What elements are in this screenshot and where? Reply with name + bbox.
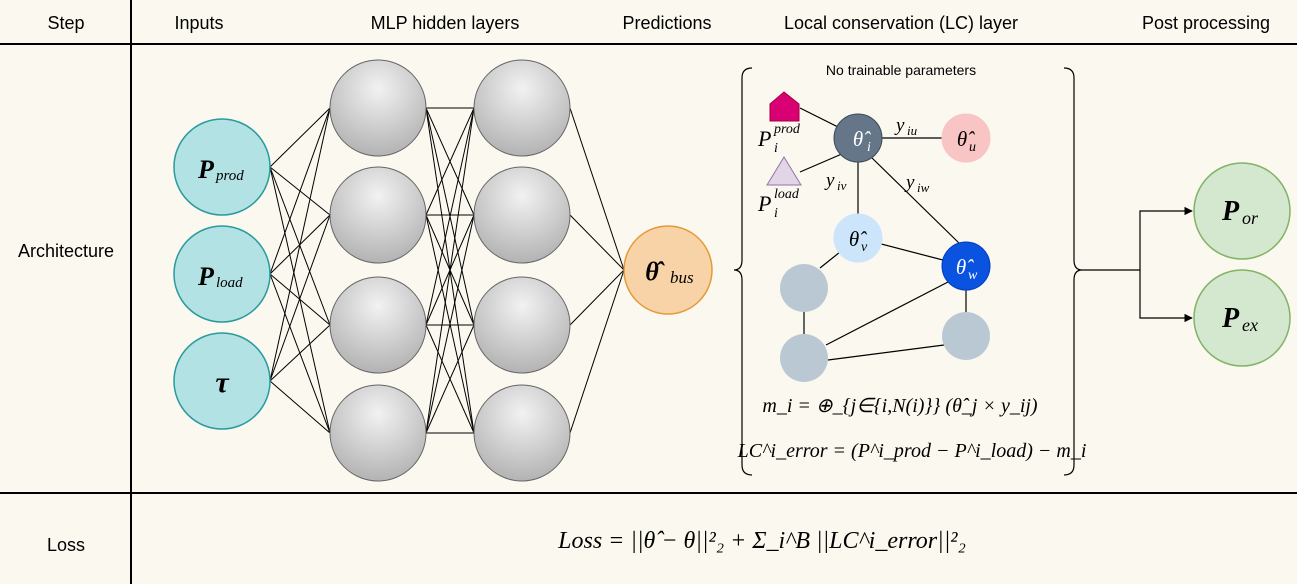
edge-y-iw-sub: iw [917, 180, 930, 195]
input-nodes: P prod P load τ [173, 118, 271, 430]
pload-i-base: P [757, 191, 771, 216]
lc-bracket-right [1063, 67, 1083, 476]
mlp-edge [569, 107, 625, 271]
mlp-connections [269, 107, 625, 434]
pprod-i-sup: prod [773, 122, 801, 137]
input-node-pload [173, 225, 271, 323]
post-node-por [1193, 162, 1291, 260]
hidden-layer-1 [329, 59, 427, 482]
mlp-edge [569, 214, 625, 271]
post-por-base: P [1221, 196, 1240, 227]
lc-graph-nodes [766, 91, 991, 382]
pprod-i-sub: i [774, 141, 778, 156]
lc-note: No trainable parameters [826, 62, 976, 78]
mlp-edge [269, 214, 331, 382]
header-lc-layer: Local conservation (LC) layer [784, 13, 1018, 33]
prediction-sub: bus [670, 268, 694, 287]
mlp-edge [269, 273, 331, 326]
input-node-tau [173, 332, 271, 430]
prod-house-icon [769, 91, 800, 122]
header-step: Step [47, 13, 84, 33]
input-tau: τ [215, 366, 230, 399]
mlp-edge [425, 107, 475, 326]
node-theta-u [941, 113, 991, 163]
lc-graph-edges [799, 107, 967, 361]
row-loss: Loss [47, 535, 85, 555]
mlp-edge [269, 107, 331, 275]
hidden1-node [329, 384, 427, 482]
hidden2-node [473, 276, 571, 374]
theta-i-sub: i [867, 140, 871, 155]
theta-w-sub: w [968, 268, 978, 283]
mlp-edge [425, 107, 475, 216]
post-por-sub: or [1242, 208, 1259, 228]
mlp-edge [425, 214, 475, 434]
edge-y-iv-sub: iv [837, 178, 847, 193]
gray-node [780, 334, 828, 382]
node-theta-i [833, 113, 883, 163]
edge-y-iw-base: y [904, 172, 915, 193]
mlp-edge [269, 107, 331, 382]
pload-i-sub: i [774, 206, 778, 221]
pload-i-sup: load [774, 187, 800, 202]
hidden1-node [329, 276, 427, 374]
hidden-layer-2 [473, 59, 571, 482]
loss-formula: Loss = ||θ̂ − θ||²₂ + Σ_i^B ||LC^i_error… [557, 528, 966, 554]
node-theta-v [833, 213, 883, 263]
post-arrows [1082, 206, 1193, 323]
input-pload-sub: load [216, 275, 243, 291]
mlp-edge [569, 269, 625, 326]
mlp-edge [269, 107, 331, 168]
header-mlp: MLP hidden layers [371, 13, 520, 33]
hidden2-node [473, 59, 571, 157]
theta-v-sub: v [861, 240, 868, 255]
header-post: Post processing [1142, 13, 1270, 33]
lc-bracket-left [733, 67, 753, 476]
row-architecture: Architecture [18, 241, 114, 261]
node-theta-w [941, 241, 991, 291]
mlp-edge [425, 324, 475, 434]
edge-y-iu-base: y [894, 115, 905, 136]
hidden2-node [473, 384, 571, 482]
post-pex-sub: ex [1242, 315, 1258, 335]
hidden2-node [473, 166, 571, 264]
post-node-pex [1193, 269, 1291, 367]
pprod-i-base: P [757, 126, 771, 151]
equation-m: m_i = ⊕_{j∈{i,N(i)}} (θ̂_j × y_ij) [762, 395, 1038, 417]
hidden1-node [329, 59, 427, 157]
mlp-edge [269, 324, 331, 382]
mlp-edge [425, 107, 475, 434]
input-pprod-sub: prod [215, 168, 244, 184]
prediction-node [623, 225, 713, 315]
input-pload-base: P [197, 262, 215, 291]
header-inputs: Inputs [174, 13, 223, 33]
load-triangle-icon [766, 156, 802, 186]
edge-y-iv-base: y [824, 170, 835, 191]
hidden1-node [329, 166, 427, 264]
gray-node [942, 312, 990, 360]
gray-node [780, 264, 828, 312]
input-node-pprod [173, 118, 271, 216]
mlp-edge [569, 269, 625, 434]
edge-y-iu-sub: iu [907, 123, 918, 138]
mlp-edge [269, 380, 331, 434]
header-predictions: Predictions [622, 13, 711, 33]
theta-u-sub: u [969, 140, 976, 155]
post-pex-base: P [1221, 303, 1240, 334]
input-pprod-base: P [197, 155, 215, 184]
equation-lc-error: LC^i_error = (P^i_prod − P^i_load) − m_i [737, 440, 1087, 462]
